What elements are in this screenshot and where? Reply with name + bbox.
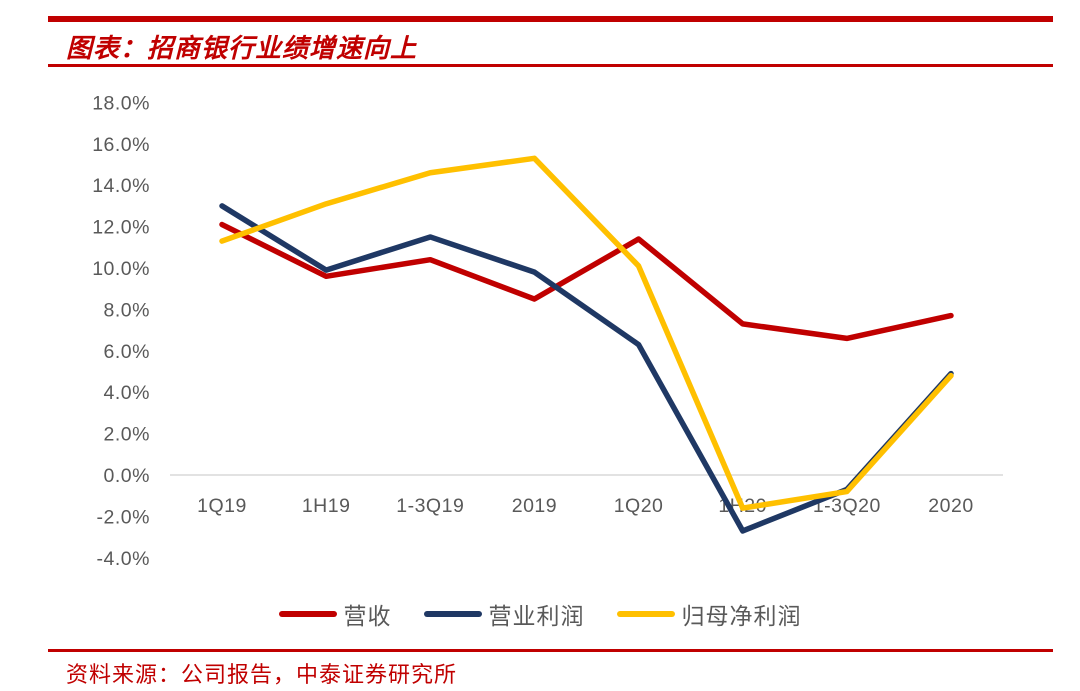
x-tick-label: 1H19 (302, 495, 351, 517)
legend-item-operating-profit: 营业利润 (423, 597, 585, 631)
x-tick-label: 1-3Q19 (396, 495, 464, 517)
y-tick-label: 14.0% (92, 175, 150, 197)
legend-item-revenue: 营收 (278, 597, 392, 631)
source-note: 资料来源：公司报告，中泰证券研究所 (66, 662, 458, 687)
title-underline-rule (48, 64, 1053, 67)
y-tick-label: 10.0% (92, 258, 150, 280)
y-tick-label: -2.0% (97, 506, 150, 528)
footer-red-rule (48, 649, 1053, 652)
legend-label-operating-profit: 营业利润 (488, 604, 585, 629)
series-line-1 (219, 203, 954, 534)
line-chart: 18.0% 16.0% 14.0% 12.0% 10.0% 8.0% 6.0% 4.0% 2.0… (92, 92, 1003, 570)
revenue-line-swatch (278, 611, 337, 617)
legend-label-net-profit: 归母净利润 (681, 604, 802, 629)
x-tick-label: 1Q19 (197, 495, 247, 517)
x-tick-label: 1Q20 (614, 495, 664, 517)
y-tick-label: 18.0% (92, 92, 150, 114)
x-tick-label: 2019 (512, 495, 557, 517)
top-red-rule (48, 16, 1053, 22)
x-tick-label: 2020 (928, 495, 973, 517)
y-tick-label: -4.0% (97, 548, 150, 570)
chart-legend: 营收 营业利润 归母净利润 (0, 597, 1080, 631)
series-line-0 (219, 221, 954, 342)
net-profit-line-swatch (616, 611, 675, 617)
series-line-2 (219, 155, 954, 511)
legend-label-revenue: 营收 (343, 604, 392, 629)
x-tick-label: 1-3Q20 (813, 495, 881, 517)
y-tick-label: 16.0% (92, 134, 150, 156)
y-tick-label: 8.0% (104, 299, 150, 321)
y-tick-label: 2.0% (104, 424, 150, 446)
y-tick-label: 4.0% (104, 382, 150, 404)
y-tick-label: 0.0% (104, 465, 150, 487)
y-tick-label: 6.0% (104, 341, 150, 363)
legend-item-net-profit: 归母净利润 (616, 597, 802, 631)
y-tick-label: 12.0% (92, 217, 150, 239)
chart-title: 图表：招商银行业绩增速向上 (66, 34, 418, 63)
operating-profit-line-swatch (423, 611, 482, 617)
